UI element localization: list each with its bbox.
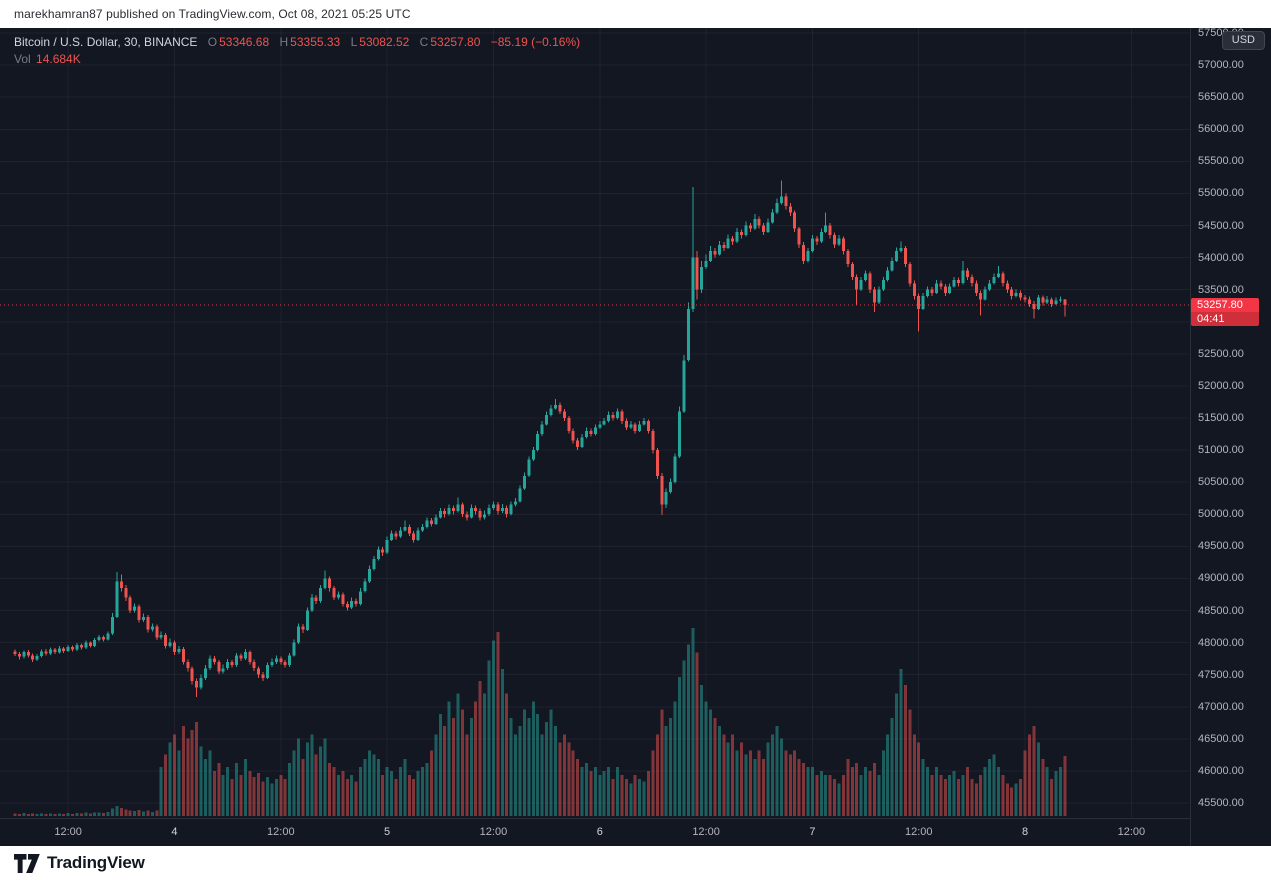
high-label: H <box>279 35 289 49</box>
price-tick-label: 47500.00 <box>1198 668 1244 681</box>
tradingview-wordmark: TradingView <box>47 853 145 872</box>
time-tick-label: 4 <box>171 826 178 838</box>
price-tick-label: 54000.00 <box>1198 251 1244 264</box>
chart-legend: Bitcoin / U.S. Dollar, 30, BINANCE O 5334… <box>14 34 580 68</box>
time-tick-label: 12:00 <box>54 826 82 838</box>
price-tick-label: 55000.00 <box>1198 187 1244 200</box>
open-value: 53346.68 <box>219 35 270 49</box>
time-tick-label: 8 <box>1021 826 1029 838</box>
price-tick-label: 50500.00 <box>1198 476 1244 489</box>
price-tick-label: 52500.00 <box>1198 347 1244 360</box>
price-tick-label: 51000.00 <box>1198 444 1244 457</box>
time-tick-label: 12:00 <box>479 826 508 838</box>
price-tick-label: 45500.00 <box>1198 797 1244 809</box>
price-tick-label: 56000.00 <box>1198 123 1244 136</box>
price-tick-label: 47000.00 <box>1198 700 1244 713</box>
close-value: 53257.80 <box>430 35 481 49</box>
time-tick-label: 12:00 <box>904 826 933 838</box>
last-price-badge: 53257.80 04:41 <box>1191 298 1259 327</box>
price-tick-label: 55500.00 <box>1198 155 1244 168</box>
price-tick-label: 49000.00 <box>1198 572 1244 585</box>
price-tick-label: 52000.00 <box>1198 379 1244 392</box>
legend-main-row: Bitcoin / U.S. Dollar, 30, BINANCE O 5334… <box>14 34 580 51</box>
price-tick-label: 49500.00 <box>1198 540 1244 553</box>
last-price-value: 53257.80 <box>1197 299 1243 312</box>
chart-region: Bitcoin / U.S. Dollar, 30, BINANCE O 5334… <box>0 27 1271 846</box>
time-tick-label: 7 <box>809 826 816 838</box>
price-tick-label: 48000.00 <box>1198 636 1244 649</box>
time-tick-label: 12:00 <box>267 826 295 838</box>
price-tick-label: 57000.00 <box>1198 59 1244 72</box>
price-tick-label: 50000.00 <box>1198 508 1244 521</box>
snapshot-footer: TradingView <box>0 846 1271 880</box>
price-tick-label: 51500.00 <box>1198 412 1244 424</box>
candlestick-chart[interactable] <box>0 28 1190 818</box>
tradingview-logo-icon <box>14 853 40 873</box>
time-tick-label: 12:00 <box>1117 826 1146 838</box>
low-value: 53082.52 <box>359 35 410 49</box>
time-axis[interactable]: 12:00 4 12:00 5 12:00 6 12:00 7 12:00 8 12:00 <box>0 818 1190 846</box>
volume-label: Vol <box>14 52 31 66</box>
bar-countdown: 04:41 <box>1191 312 1259 327</box>
price-tick-label: 46500.00 <box>1198 732 1244 745</box>
time-tick-label: 5 <box>384 826 391 838</box>
low-label: L <box>350 35 358 49</box>
open-label: O <box>207 35 218 49</box>
snapshot-header: marekhamran87 published on TradingView.c… <box>0 0 1271 28</box>
volume-value: 14.684K <box>36 52 81 66</box>
price-tick-label: 53500.00 <box>1198 283 1244 296</box>
close-label: C <box>419 35 429 49</box>
attribution-text: marekhamran87 published on TradingView.c… <box>14 7 411 21</box>
currency-toggle-badge[interactable]: USD <box>1221 31 1265 50</box>
symbol-title[interactable]: Bitcoin / U.S. Dollar, 30, BINANCE <box>14 35 198 49</box>
legend-volume-row: Vol 14.684K <box>14 51 580 68</box>
price-tick-label: 54500.00 <box>1198 219 1244 232</box>
price-tick-label: 56500.00 <box>1198 91 1244 104</box>
price-tick-label: 46000.00 <box>1198 764 1244 777</box>
tradingview-logo-link[interactable]: TradingView <box>14 853 145 873</box>
high-value: 53355.33 <box>290 35 341 49</box>
time-tick-label: 12:00 <box>692 826 720 838</box>
price-axis[interactable]: USD 53257.80 04:41 57500.00 57000.00 56500… <box>1190 27 1271 846</box>
price-tick-label: 48500.00 <box>1198 604 1244 617</box>
time-tick-label: 6 <box>596 826 603 838</box>
change-value: −85.19 (−0.16%) <box>490 35 581 49</box>
